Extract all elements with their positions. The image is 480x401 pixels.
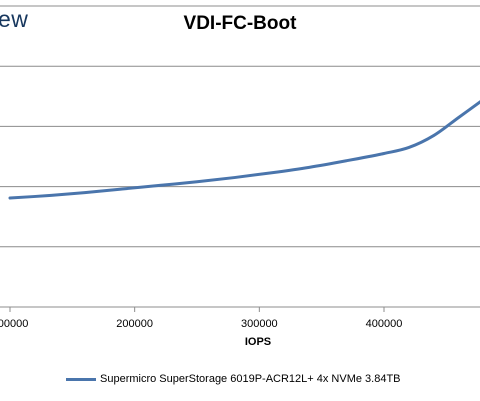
- chart-title: VDI-FC-Boot: [183, 13, 297, 34]
- x-tick-label: 300000: [241, 318, 278, 330]
- gridlines: [0, 5, 480, 308]
- legend-swatch: [66, 377, 96, 381]
- brand-logo-fragment: ew: [0, 6, 29, 32]
- legend-label: Supermicro SuperStorage 6019P-ACR12L+ 4x…: [100, 373, 401, 385]
- x-tick-labels: 100000 200000 300000 400000: [0, 318, 402, 330]
- axes: [9, 307, 385, 312]
- x-axis-title: IOPS: [244, 336, 272, 348]
- series-lines: [8, 100, 480, 200]
- x-tick-label: 400000: [366, 318, 403, 330]
- x-tick-label: 200000: [116, 318, 153, 330]
- series-line: [8, 100, 480, 200]
- x-tick-label: 100000: [0, 318, 28, 330]
- legend: Supermicro SuperStorage 6019P-ACR12L+ 4x…: [66, 373, 401, 385]
